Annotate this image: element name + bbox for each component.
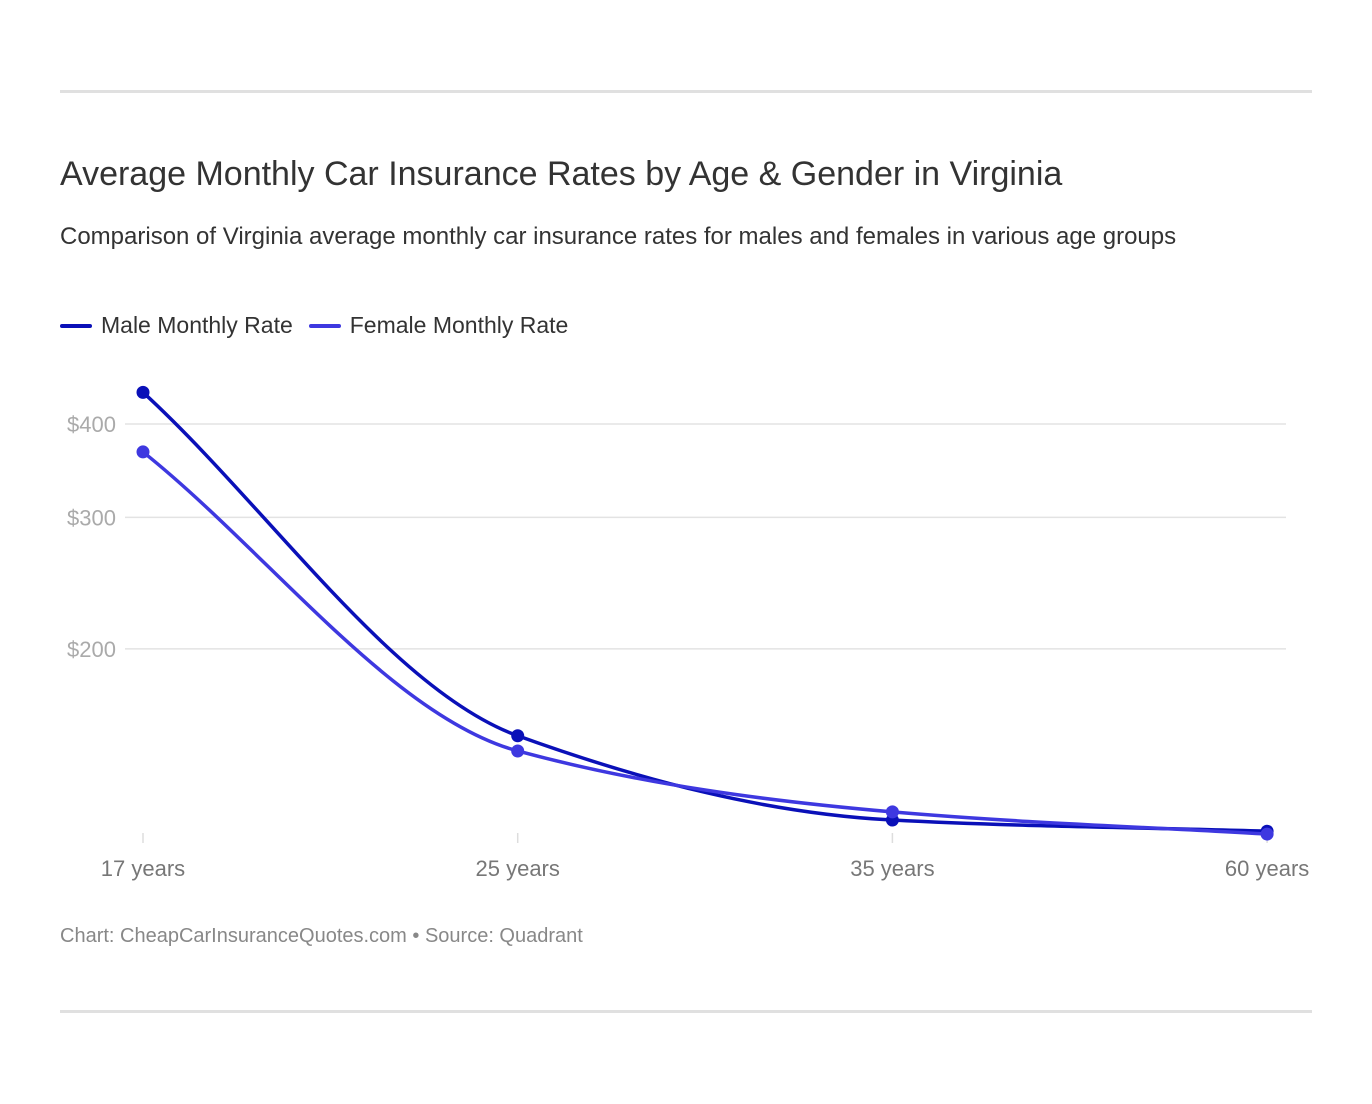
y-tick-label: $400 — [67, 412, 116, 437]
chart-footer: Chart: CheapCarInsuranceQuotes.com • Sou… — [60, 925, 583, 947]
x-tick-label: 25 years — [476, 856, 560, 881]
top-divider — [60, 90, 1312, 93]
data-point — [136, 385, 150, 399]
data-point — [136, 445, 150, 459]
x-tick-label: 17 years — [101, 856, 185, 881]
bottom-divider — [60, 1010, 1312, 1013]
legend-label: Female Monthly Rate — [349, 312, 569, 338]
chart-subtitle: Comparison of Virginia average monthly c… — [60, 223, 1177, 250]
legend: Male Monthly Rate Female Monthly Rate — [60, 312, 568, 339]
chart-title: Average Monthly Car Insurance Rates by A… — [60, 155, 1063, 193]
legend-swatch — [60, 323, 92, 328]
series-line — [141, 450, 1268, 836]
legend-label: Male Monthly Rate — [101, 312, 293, 338]
y-tick-label: $200 — [67, 637, 116, 662]
x-tick-label: 60 years — [1225, 856, 1309, 881]
data-point — [511, 729, 525, 743]
series-line — [141, 391, 1268, 833]
data-point — [885, 805, 899, 819]
y-tick-label: $300 — [67, 505, 116, 530]
legend-item-male[interactable]: Male Monthly Rate — [60, 312, 293, 339]
data-point — [511, 744, 525, 758]
data-point — [1260, 827, 1274, 841]
x-tick-label: 35 years — [850, 856, 934, 881]
legend-item-female[interactable]: Female Monthly Rate — [308, 312, 569, 339]
legend-swatch — [308, 323, 341, 328]
